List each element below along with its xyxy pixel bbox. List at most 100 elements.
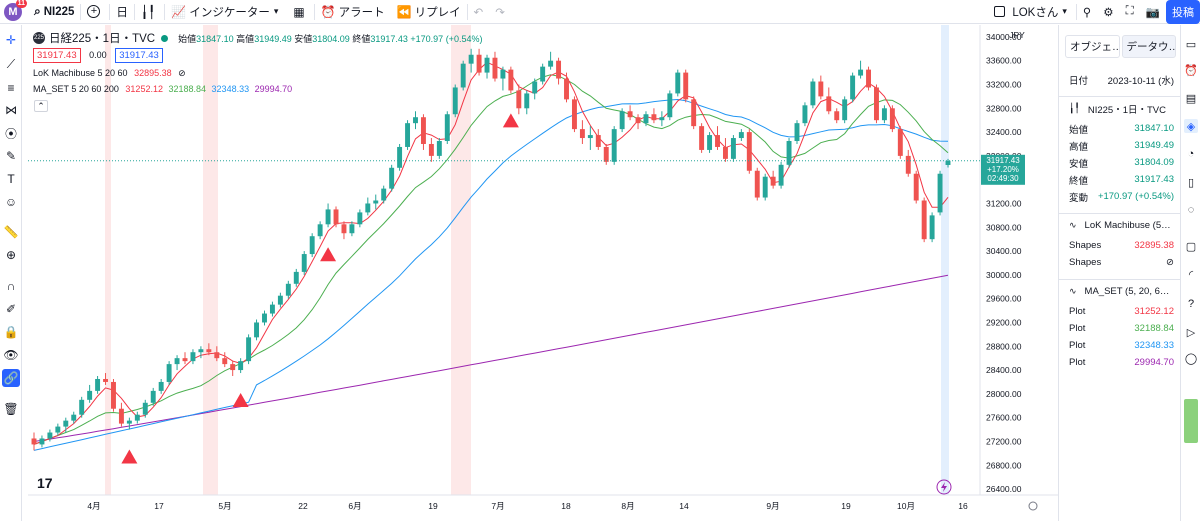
indicators-button[interactable]: 📈 インジケーター ▾	[165, 0, 287, 24]
screenshot-button[interactable]: 📷	[1140, 0, 1166, 24]
candle-body	[778, 164, 784, 186]
data-row: 変動 +170.97 (+0.54%)	[1059, 188, 1180, 205]
user-layout-button[interactable]: LOKさん ▾	[988, 0, 1076, 24]
indicators-label: インジケーター	[189, 6, 270, 19]
candle-body	[524, 93, 530, 109]
candle-body	[413, 117, 418, 124]
time-tick-label: 9月	[766, 501, 779, 511]
candle-body	[937, 173, 943, 213]
settings-button[interactable]: ⚙	[1097, 0, 1119, 24]
candle-body	[428, 143, 434, 156]
alert-button[interactable]: ⏰ アラート	[315, 0, 391, 24]
ohlc-values: 始値31847.10 高値31949.49 安値31804.09 終値31917…	[178, 32, 482, 45]
candle-body	[858, 69, 864, 76]
compare-button[interactable]: +	[81, 0, 109, 24]
candle-body	[476, 54, 482, 73]
calendar-icon[interactable]: ◔	[1187, 148, 1195, 160]
price-chart[interactable]: 34000.00 33600.00 33200.00 32800.00 32400.00…	[28, 25, 1058, 521]
candle-body	[659, 117, 665, 121]
crosshair-icon[interactable]: ✛	[5, 33, 17, 47]
app-logo[interactable]: M 11	[4, 0, 27, 21]
section-ma[interactable]: ∿ MA_SET (5, 20, 6…	[1059, 279, 1180, 303]
section-symbol-label: NI225・1日・TVC	[1087, 104, 1166, 116]
chat-icon[interactable]: ▢	[1185, 240, 1197, 253]
tab-data-window[interactable]: データウ…	[1121, 35, 1176, 58]
data-row: 終値 31917.43	[1059, 171, 1180, 188]
current-change-label: +17.20%	[987, 165, 1019, 174]
replay-button[interactable]: ⏪ リプレイ	[391, 0, 467, 24]
hotlist-icon[interactable]	[1184, 399, 1198, 443]
chart-type-button[interactable]: ╽╿	[135, 0, 164, 24]
candle-body	[484, 57, 490, 73]
pattern-icon[interactable]: ⋈	[5, 103, 17, 117]
candle-body	[150, 390, 156, 403]
lightning-bolt	[941, 482, 947, 492]
close-value: 31917.43	[370, 33, 408, 44]
news-icon[interactable]: ▤	[1185, 92, 1197, 105]
alerts-icon[interactable]: ⏰	[1184, 64, 1198, 77]
logo-letter: M	[8, 5, 18, 18]
candle-body	[818, 81, 824, 97]
brush-icon[interactable]: ✎	[5, 149, 17, 163]
text-icon[interactable]: T	[7, 172, 15, 186]
trash-icon[interactable]: 🗑	[3, 402, 19, 416]
layers-icon[interactable]: ◈	[1184, 119, 1198, 133]
section-lok[interactable]: ∿ LoK Machibuse (5…	[1059, 213, 1180, 237]
play-icon[interactable]: ▷	[1186, 326, 1196, 339]
collapse-legend-button[interactable]: ⌃	[34, 100, 48, 112]
candle-body	[158, 381, 164, 391]
candle-body	[842, 99, 848, 121]
magnet-icon[interactable]: ∩	[6, 279, 16, 293]
publish-button[interactable]: 投稿	[1166, 0, 1200, 24]
candle-body	[79, 399, 85, 415]
projection-icon[interactable]: ⦿	[4, 126, 17, 141]
quick-search-button[interactable]: ⚲	[1077, 0, 1097, 24]
highlight-band	[105, 25, 111, 495]
undo-icon: ↶	[473, 6, 484, 19]
stream-icon[interactable]: ◌	[1187, 204, 1195, 216]
fullscreen-button[interactable]: ⛶	[1120, 0, 1140, 24]
ideas-icon[interactable]: ▯	[1187, 176, 1195, 189]
watchlist-icon[interactable]: ▭	[1185, 38, 1197, 51]
redo-button[interactable]: ↷	[489, 0, 511, 24]
pine-icon[interactable]: ◯	[1184, 352, 1198, 365]
section-symbol[interactable]: ╽╿ NI225・1日・TVC	[1059, 96, 1180, 120]
candle-body	[357, 212, 363, 225]
help-icon[interactable]: ?	[1187, 298, 1195, 310]
fib-icon[interactable]: ≡	[7, 81, 15, 95]
ma60-line	[33, 98, 949, 451]
candle-body	[571, 99, 577, 130]
chart-area[interactable]: 34000.00 33600.00 33200.00 32800.00 32400.00…	[28, 25, 1058, 521]
layouts-button[interactable]: ▦	[287, 0, 313, 24]
indicator-lok[interactable]: LoK Machibuse 5 20 60 32895.38 ⊘	[33, 68, 186, 79]
notifications-icon[interactable]: ◜	[1188, 268, 1194, 281]
panel-tabs: オブジェ… データウ…	[1059, 25, 1180, 58]
eye-icon[interactable]: 👁	[3, 348, 19, 362]
zoom-in-icon[interactable]: ⊕	[5, 248, 17, 262]
price-tick-label: 28400.00	[986, 365, 1022, 375]
lock-icon[interactable]: 🔒	[3, 325, 19, 339]
bid-price[interactable]: 31917.43	[33, 48, 81, 63]
symbol-search[interactable]: ⌕ NI225	[28, 0, 80, 24]
candle-body	[262, 313, 267, 323]
candle-body	[87, 390, 93, 400]
market-status-dot	[161, 34, 169, 42]
time-tick-label: 5月	[218, 501, 231, 511]
buy-signal-marker	[320, 247, 337, 262]
data-row: Plot 32348.33	[1059, 337, 1180, 354]
interval-button[interactable]: 日	[110, 0, 134, 24]
link-icon[interactable]: 🔗	[2, 369, 20, 387]
indicator-ma[interactable]: MA_SET 5 20 60 200 31252.12 32188.84 323…	[33, 84, 292, 94]
candle-body	[214, 352, 220, 359]
tab-objects[interactable]: オブジェ…	[1065, 35, 1120, 58]
undo-button[interactable]: ↶	[468, 0, 490, 24]
ruler-icon[interactable]: 📏	[3, 225, 19, 239]
price-tick-label: 33200.00	[986, 79, 1022, 89]
chart-title[interactable]: 日経225・1日・TVC	[49, 33, 156, 45]
candle-body	[492, 57, 498, 79]
lock-drawing-icon[interactable]: ✐	[5, 302, 17, 316]
emoji-icon[interactable]: ☺	[4, 195, 18, 209]
chevron-up-icon: ⌃	[37, 101, 45, 111]
trendline-icon[interactable]: ⟋	[6, 56, 16, 71]
ask-price[interactable]: 31917.43	[115, 48, 163, 63]
